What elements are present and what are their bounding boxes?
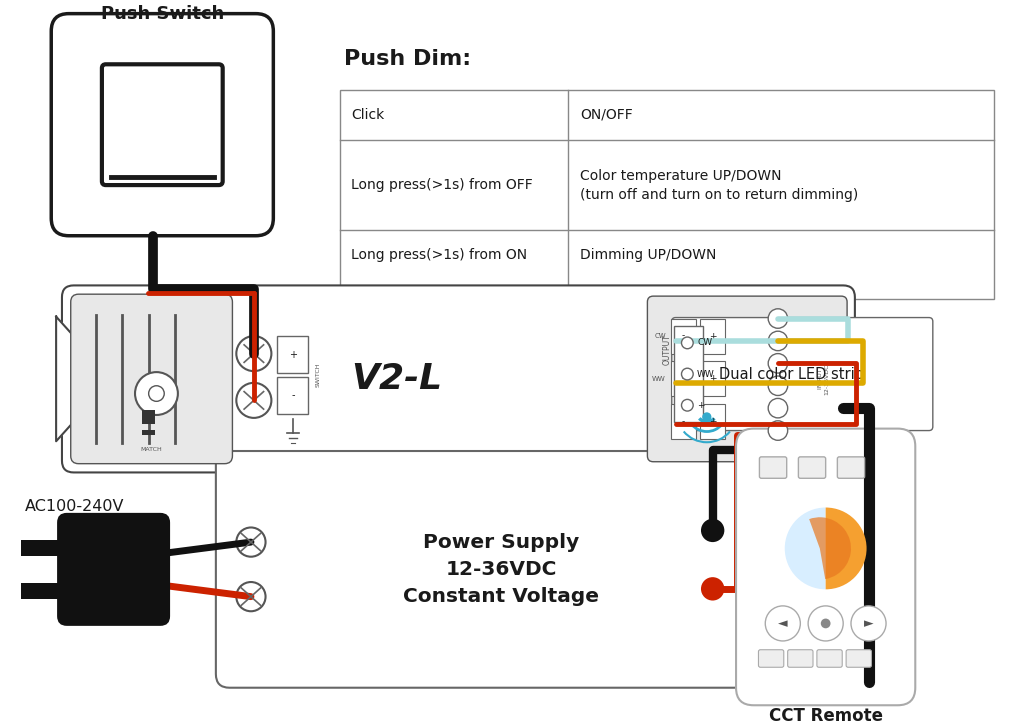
Text: -: - [682,374,685,384]
Wedge shape [784,507,825,589]
Bar [142,410,156,423]
Circle shape [682,399,693,411]
Text: ►: ► [863,617,873,630]
Bar [700,405,725,439]
Circle shape [701,518,724,542]
Bar [22,540,70,556]
Circle shape [135,372,178,415]
Bar [671,405,696,439]
FancyBboxPatch shape [787,650,813,667]
Text: Power Supply
12-36VDC
Constant Voltage: Power Supply 12-36VDC Constant Voltage [403,533,599,606]
FancyBboxPatch shape [62,286,855,473]
Bar [700,361,725,397]
FancyBboxPatch shape [51,14,273,236]
Circle shape [768,399,787,418]
Text: Dual color LED strip: Dual color LED strip [720,367,864,381]
Circle shape [851,606,886,641]
Text: WW: WW [652,376,666,382]
Bar [674,326,702,422]
Circle shape [148,386,164,402]
Text: +: + [289,349,297,360]
Text: +: + [709,374,717,384]
Polygon shape [56,317,74,442]
Text: CCT Remote: CCT Remote [769,707,883,725]
Text: ON/OFF: ON/OFF [581,108,633,122]
Text: IN PUT
12-36VDC: IN PUT 12-36VDC [818,363,829,394]
Text: Dimming UP/DOWN: Dimming UP/DOWN [581,248,717,262]
Bar [671,361,696,397]
Text: WW: WW [697,370,715,378]
Bar [671,318,696,354]
FancyBboxPatch shape [817,650,842,667]
Circle shape [768,331,787,351]
Bar [278,336,308,373]
Text: Long press(>1s) from ON: Long press(>1s) from ON [351,248,527,262]
Text: ◄: ◄ [778,617,787,630]
Text: MATCH: MATCH [140,447,162,452]
Text: AC100-240V: AC100-240V [25,499,125,513]
FancyBboxPatch shape [216,451,748,688]
FancyBboxPatch shape [57,513,170,626]
Text: +: + [709,418,717,426]
Text: SWITCH: SWITCH [315,362,321,387]
Circle shape [768,376,787,396]
FancyBboxPatch shape [672,318,933,431]
Text: CW: CW [697,339,713,347]
Text: -: - [682,418,685,426]
Wedge shape [825,507,866,589]
Text: -: - [291,391,295,400]
Circle shape [701,577,724,600]
Circle shape [821,618,830,629]
Text: CW: CW [654,333,666,339]
Circle shape [768,354,787,373]
FancyBboxPatch shape [647,296,847,462]
FancyBboxPatch shape [736,428,915,705]
Text: Push Dim:: Push Dim: [344,49,472,69]
FancyBboxPatch shape [102,65,222,185]
Text: -: - [682,331,685,341]
FancyBboxPatch shape [759,650,783,667]
Text: +: + [709,331,717,341]
FancyBboxPatch shape [838,457,864,478]
Text: Push Switch: Push Switch [100,5,224,23]
FancyBboxPatch shape [760,457,786,478]
Bar [142,430,156,436]
Circle shape [682,337,693,349]
Circle shape [808,606,843,641]
FancyBboxPatch shape [71,294,232,464]
Circle shape [237,383,271,418]
Text: Long press(>1s) from OFF: Long press(>1s) from OFF [351,178,534,192]
Bar [700,318,725,354]
Text: V2-L: V2-L [351,362,442,396]
Bar [278,377,308,414]
Circle shape [768,309,787,328]
Circle shape [237,528,265,557]
Circle shape [237,336,271,371]
Circle shape [702,413,711,420]
Text: Click: Click [351,108,385,122]
Circle shape [768,420,787,440]
Bar [22,583,70,599]
Bar [340,90,994,299]
FancyBboxPatch shape [846,650,871,667]
Circle shape [682,368,693,380]
FancyBboxPatch shape [799,457,825,478]
Text: OUTPUT: OUTPUT [663,334,672,365]
Wedge shape [809,517,851,579]
Text: Color temperature UP/DOWN
(turn off and turn on to return dimming): Color temperature UP/DOWN (turn off and … [581,169,858,202]
Circle shape [237,582,265,611]
Text: +: + [697,401,705,410]
Circle shape [765,606,801,641]
